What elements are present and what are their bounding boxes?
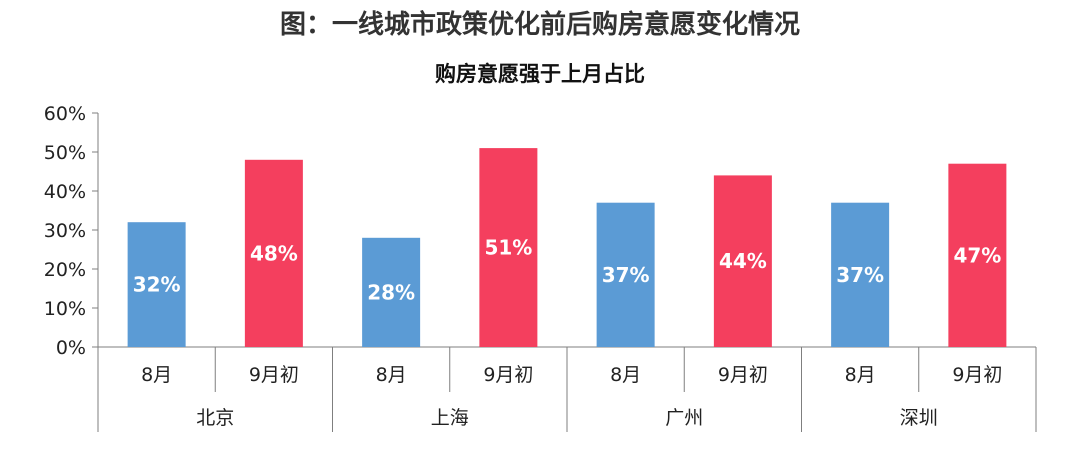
category-label: 8月 — [376, 364, 407, 386]
labels: 32%8月48%9月初北京28%8月51%9月初上海37%8月44%9月初广州3… — [133, 236, 1003, 429]
y-tick-label: 10% — [44, 298, 86, 320]
chart-title: 图：一线城市政策优化前后购房意愿变化情况 — [279, 10, 800, 40]
data-label: 28% — [367, 280, 415, 304]
group-label: 上海 — [431, 407, 469, 429]
bar — [479, 148, 538, 347]
data-label: 32% — [133, 273, 181, 297]
group-label: 北京 — [196, 407, 234, 429]
category-label: 9月初 — [718, 364, 768, 386]
axes: 0% 10% 20% 30% 40% 50% 60% — [44, 103, 1037, 432]
bar — [713, 175, 772, 347]
y-tick-label: 30% — [44, 220, 86, 242]
data-label: 44% — [719, 249, 767, 273]
data-label: 37% — [602, 263, 650, 287]
chart-subtitle: 购房意愿强于上月占比 — [435, 62, 645, 86]
bar — [831, 202, 890, 347]
y-tick-label: 0% — [56, 337, 86, 359]
bar — [362, 237, 421, 347]
bar — [244, 159, 303, 347]
data-label: 37% — [836, 263, 884, 287]
category-label: 9月初 — [952, 364, 1002, 386]
group-label: 广州 — [665, 407, 703, 429]
bars — [127, 148, 1007, 347]
category-label: 8月 — [610, 364, 641, 386]
y-tick-label: 60% — [44, 103, 86, 125]
bar — [127, 222, 186, 347]
group-label: 深圳 — [900, 407, 938, 429]
y-tick-label: 50% — [44, 142, 86, 164]
category-label: 8月 — [141, 364, 172, 386]
y-tick-label: 40% — [44, 181, 86, 203]
category-label: 9月初 — [249, 364, 299, 386]
data-label: 47% — [953, 243, 1001, 267]
bar — [948, 163, 1007, 347]
data-label: 48% — [250, 241, 298, 265]
category-label: 9月初 — [483, 364, 533, 386]
bar — [596, 202, 655, 347]
y-tick-label: 20% — [44, 259, 86, 281]
category-label: 8月 — [845, 364, 876, 386]
data-label: 51% — [484, 236, 532, 260]
